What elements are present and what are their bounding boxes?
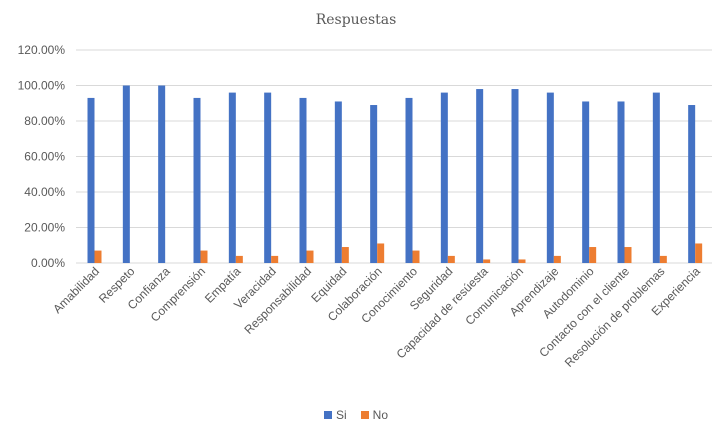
y-tick-label: 20.00% [24, 221, 65, 235]
bar-si-15 [617, 101, 625, 263]
bar-no-17 [695, 243, 703, 263]
bar-si-2 [158, 85, 166, 263]
bar-si-6 [299, 97, 307, 263]
bar-no-3 [200, 250, 208, 263]
gridlines [76, 49, 712, 264]
bar-no-10 [447, 255, 455, 263]
bar-no-6 [306, 250, 314, 263]
x-axis-ticks: AmabilidadRespetoConfianzaComprensiónEmp… [50, 264, 703, 370]
bar-si-0 [87, 97, 95, 263]
bar-no-9 [412, 250, 420, 263]
bar-si-3 [193, 97, 201, 263]
y-tick-label: 0.00% [31, 256, 65, 270]
legend-item-si: Si [323, 408, 347, 422]
bar-no-8 [377, 243, 385, 263]
bar-si-8 [370, 105, 378, 264]
bar-si-9 [405, 97, 413, 263]
bar-no-11 [483, 259, 491, 263]
y-axis-ticks: 120.00% 100.00% 80.00% 60.00% 40.00% 20.00% 0.… [18, 43, 66, 270]
bar-no-7 [341, 247, 349, 263]
bar-si-1 [122, 85, 130, 263]
legend: Si No [0, 408, 712, 422]
y-tick-label: 40.00% [24, 185, 65, 199]
legend-label-si: Si [335, 408, 347, 422]
chart-title: Respuestas [315, 12, 397, 28]
bar-si-11 [476, 89, 484, 263]
bars [87, 85, 703, 264]
bar-si-5 [264, 92, 272, 263]
bar-si-17 [688, 105, 696, 264]
legend-label-no: No [372, 408, 388, 422]
y-tick-label: 80.00% [24, 114, 65, 128]
bar-no-13 [553, 255, 561, 263]
bar-no-12 [518, 259, 526, 263]
y-tick-label: 100.00% [18, 79, 66, 93]
legend-swatch-no [360, 411, 369, 419]
legend-item-no: No [360, 408, 388, 422]
bar-si-16 [652, 92, 660, 263]
bar-no-0 [94, 250, 102, 263]
legend-swatch-si [323, 411, 332, 419]
y-tick-label: 120.00% [18, 43, 66, 57]
bar-no-5 [271, 255, 279, 263]
bar-no-14 [589, 247, 597, 263]
y-tick-label: 60.00% [24, 150, 65, 164]
bar-no-16 [659, 255, 667, 263]
bar-si-10 [440, 92, 448, 263]
bar-si-13 [546, 92, 554, 263]
bar-si-7 [334, 101, 342, 263]
bar-si-12 [511, 89, 519, 263]
bar-si-14 [582, 101, 590, 263]
x-tick-label: Amabilidad [50, 264, 102, 316]
bar-no-4 [235, 255, 243, 263]
bar-si-4 [228, 92, 236, 263]
bar-no-15 [624, 247, 632, 263]
x-tick-label: Responsabilidad [241, 264, 314, 337]
